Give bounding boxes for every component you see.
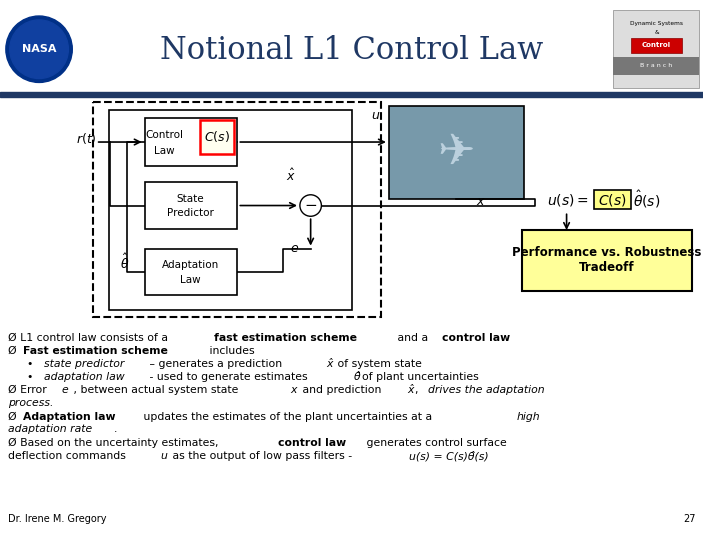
- Text: u: u: [161, 451, 168, 461]
- Bar: [145, 248, 238, 295]
- Text: deflection commands: deflection commands: [8, 451, 129, 461]
- Text: u(s) = C(s)θ̂(s): u(s) = C(s)θ̂(s): [409, 451, 489, 461]
- Text: x̂: x̂: [407, 385, 413, 395]
- Circle shape: [300, 195, 321, 217]
- Bar: [93, 102, 381, 317]
- Text: Ø Error: Ø Error: [8, 385, 50, 395]
- Text: Ø Based on the uncertainty estimates,: Ø Based on the uncertainty estimates,: [8, 438, 222, 448]
- Text: Control: Control: [145, 130, 183, 140]
- Text: Ø: Ø: [8, 346, 20, 356]
- Text: &: &: [654, 30, 659, 35]
- FancyBboxPatch shape: [522, 230, 692, 291]
- Text: Dr. Irene M. Gregory: Dr. Irene M. Gregory: [8, 514, 107, 524]
- Text: $u$: $u$: [372, 109, 381, 122]
- Text: ✈: ✈: [438, 131, 474, 174]
- Text: updates the estimates of the plant uncertainties at a: updates the estimates of the plant uncer…: [140, 411, 438, 422]
- Text: x: x: [291, 385, 297, 395]
- Text: Dynamic Systems: Dynamic Systems: [630, 22, 683, 26]
- Text: e: e: [61, 385, 68, 395]
- Text: $r(t)$: $r(t)$: [76, 131, 96, 146]
- Bar: [109, 110, 351, 310]
- Text: fast estimation scheme: fast estimation scheme: [214, 333, 357, 342]
- Bar: [145, 118, 238, 166]
- Text: – generates a prediction: – generates a prediction: [145, 359, 289, 369]
- Text: and prediction: and prediction: [299, 385, 384, 395]
- Text: .: .: [114, 424, 117, 434]
- Text: Law: Law: [154, 146, 174, 156]
- Text: State: State: [176, 194, 204, 204]
- Bar: [613, 57, 699, 75]
- Text: includes: includes: [206, 346, 254, 356]
- Text: high: high: [517, 411, 540, 422]
- Text: •: •: [27, 372, 41, 382]
- Text: Ø: Ø: [8, 411, 20, 422]
- Text: Ø L1 control law consists of a: Ø L1 control law consists of a: [8, 333, 171, 342]
- Bar: [200, 119, 235, 154]
- Text: Law: Law: [180, 275, 201, 285]
- Text: Control: Control: [642, 42, 671, 48]
- Text: Predictor: Predictor: [167, 208, 214, 218]
- Text: generates control surface: generates control surface: [364, 438, 507, 448]
- Text: drives the adaptation: drives the adaptation: [428, 385, 545, 395]
- Text: −: −: [305, 198, 317, 213]
- Text: $C(s)$: $C(s)$: [204, 129, 230, 144]
- Text: control law: control law: [277, 438, 346, 448]
- Text: as the output of low pass filters -: as the output of low pass filters -: [169, 451, 359, 461]
- Text: adaptation rate: adaptation rate: [8, 424, 92, 434]
- Circle shape: [6, 16, 72, 83]
- Bar: [145, 182, 238, 229]
- Circle shape: [10, 20, 68, 78]
- Text: θ̂: θ̂: [354, 372, 361, 382]
- Text: ,: ,: [415, 385, 426, 395]
- Text: NASA: NASA: [22, 44, 56, 54]
- Text: $x$: $x$: [476, 195, 485, 208]
- Text: $\hat{\theta}(s)$: $\hat{\theta}(s)$: [633, 189, 660, 210]
- Bar: [613, 10, 699, 89]
- Text: Notional L1 Control Law: Notional L1 Control Law: [160, 35, 544, 66]
- Text: process.: process.: [8, 398, 53, 408]
- Text: control law: control law: [441, 333, 510, 342]
- Text: $e$: $e$: [290, 242, 300, 255]
- Text: state predictor: state predictor: [44, 359, 125, 369]
- Text: - used to generate estimates: - used to generate estimates: [146, 372, 311, 382]
- Text: , between actual system state: , between actual system state: [70, 385, 245, 395]
- Bar: [631, 37, 682, 53]
- Text: x̂: x̂: [326, 359, 333, 369]
- Text: adaptation law: adaptation law: [44, 372, 125, 382]
- Text: Performance vs. Robustness
Tradeoff: Performance vs. Robustness Tradeoff: [512, 246, 701, 274]
- Text: $u(s)=$: $u(s)=$: [547, 192, 589, 208]
- Text: •: •: [27, 359, 41, 369]
- Text: B r a n c h: B r a n c h: [640, 63, 672, 69]
- Text: $C(s)$: $C(s)$: [598, 192, 626, 208]
- Bar: [594, 190, 631, 210]
- Bar: [389, 106, 523, 199]
- Text: $\hat{x}$: $\hat{x}$: [286, 168, 296, 184]
- Text: and a: and a: [394, 333, 432, 342]
- Bar: [0, 92, 703, 97]
- Text: $\hat{\theta}$: $\hat{\theta}$: [120, 253, 130, 272]
- Text: Fast estimation scheme: Fast estimation scheme: [23, 346, 168, 356]
- Text: of plant uncertainties: of plant uncertainties: [362, 372, 479, 382]
- Text: Adaptation: Adaptation: [162, 260, 219, 270]
- Text: 27: 27: [683, 514, 696, 524]
- Text: Adaptation law: Adaptation law: [23, 411, 116, 422]
- Text: of system state: of system state: [334, 359, 422, 369]
